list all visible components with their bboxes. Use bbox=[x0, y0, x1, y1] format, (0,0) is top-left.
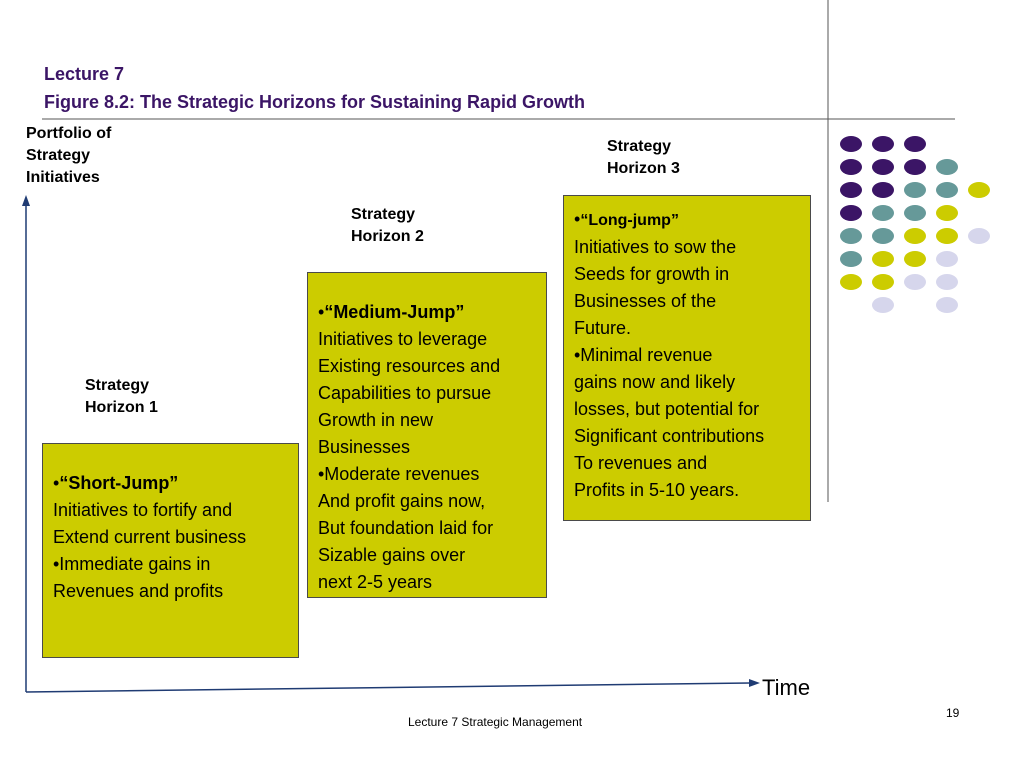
horizon-label-line: Horizon 1 bbox=[85, 399, 158, 416]
decorative-dot bbox=[872, 205, 894, 221]
decorative-dot bbox=[840, 251, 862, 267]
horizon-2-line: Capabilities to pursue bbox=[318, 383, 492, 403]
decorative-dot bbox=[904, 228, 926, 244]
decorative-dot bbox=[904, 274, 926, 290]
horizon-3-line: losses, but potential for bbox=[574, 399, 760, 419]
decorative-dot bbox=[936, 205, 958, 221]
bullet: • bbox=[318, 302, 325, 322]
decorative-dot bbox=[840, 182, 862, 198]
horizon-2-label: Strategy Horizon 2 bbox=[351, 204, 424, 248]
horizon-2-line: Initiatives to leverage bbox=[318, 329, 488, 349]
decorative-dot bbox=[904, 251, 926, 267]
horizon-2-line: Existing resources and bbox=[318, 356, 501, 376]
decorative-dot bbox=[840, 205, 862, 221]
horizon-1-line: Initiatives to fortify and bbox=[53, 500, 233, 520]
horizon-3-line: Initiatives to sow the bbox=[574, 237, 737, 257]
horizon-3-head: •“Long-jump” bbox=[574, 206, 810, 234]
decorative-dot bbox=[840, 274, 862, 290]
horizon-2-box: •“Medium-Jump” Initiatives to leverage E… bbox=[307, 272, 547, 598]
y-axis-arrowhead bbox=[22, 195, 30, 206]
decorative-dot bbox=[904, 205, 926, 221]
horizon-label-line: Horizon 3 bbox=[607, 160, 680, 177]
horizon-1-box: •“Short-Jump” Initiatives to fortify and… bbox=[42, 443, 299, 658]
horizon-2-line: next 2-5 years bbox=[318, 572, 433, 592]
horizon-2-line: Businesses bbox=[318, 437, 411, 457]
decorative-dot bbox=[872, 274, 894, 290]
y-axis-label: Portfolio of Strategy Initiatives bbox=[26, 123, 111, 189]
footer-text: Lecture 7 Strategic Management bbox=[408, 715, 583, 729]
horizon-2-line: Sizable gains over bbox=[318, 545, 466, 565]
decorative-dot bbox=[840, 159, 862, 175]
horizon-3-title: “Long-jump” bbox=[580, 212, 679, 229]
horizon-2-line: And profit gains now, bbox=[318, 491, 486, 511]
y-axis-label-line: Portfolio of bbox=[26, 125, 112, 142]
horizon-3-box: •“Long-jump” Initiatives to sow the Seed… bbox=[563, 195, 811, 521]
horizon-3-line: Businesses of the bbox=[574, 291, 717, 311]
horizon-3-line: Future. bbox=[574, 318, 632, 338]
horizon-2-line: But foundation laid for bbox=[318, 518, 494, 538]
horizon-3-line: Significant contributions bbox=[574, 426, 765, 446]
horizon-1-line: Extend current business bbox=[53, 527, 247, 547]
horizon-3-line: •Minimal revenue bbox=[574, 345, 713, 365]
decorative-dot bbox=[936, 159, 958, 175]
decorative-dot bbox=[872, 251, 894, 267]
horizon-2-title: “Medium-Jump” bbox=[324, 302, 465, 322]
horizon-3-label: Strategy Horizon 3 bbox=[607, 136, 680, 180]
x-axis bbox=[25, 682, 751, 693]
decorative-dot bbox=[904, 136, 926, 152]
decorative-dot bbox=[840, 136, 862, 152]
x-axis-arrowhead bbox=[749, 679, 760, 687]
horizon-3-line: Seeds for growth in bbox=[574, 264, 730, 284]
horizon-1-label: Strategy Horizon 1 bbox=[85, 375, 158, 419]
decorative-dot bbox=[872, 228, 894, 244]
decorative-dot bbox=[968, 228, 990, 244]
decorative-dot bbox=[936, 274, 958, 290]
horizon-2-line: Growth in new bbox=[318, 410, 434, 430]
x-axis-label: Time bbox=[762, 675, 811, 700]
bullet: • bbox=[574, 209, 581, 229]
decorative-dot bbox=[968, 182, 990, 198]
horizon-2-head: •“Medium-Jump” bbox=[318, 299, 546, 326]
horizon-label-line: Strategy bbox=[85, 377, 150, 394]
decorative-dot bbox=[904, 159, 926, 175]
decorative-dot bbox=[936, 297, 958, 313]
decorative-dot bbox=[872, 182, 894, 198]
lecture-label: Lecture 7 bbox=[44, 64, 125, 84]
decorative-dot bbox=[840, 228, 862, 244]
horizon-label-line: Strategy bbox=[607, 138, 672, 155]
decorative-dot bbox=[872, 136, 894, 152]
figure-title: Figure 8.2: The Strategic Horizons for S… bbox=[44, 92, 586, 112]
horizon-3-line: gains now and likely bbox=[574, 372, 736, 392]
decorative-dot bbox=[872, 297, 894, 313]
decorative-dot bbox=[872, 159, 894, 175]
horizon-2-line: •Moderate revenues bbox=[318, 464, 480, 484]
decorative-dot bbox=[936, 228, 958, 244]
horizon-label-line: Strategy bbox=[351, 206, 416, 223]
decorative-dot bbox=[936, 182, 958, 198]
y-axis-label-line: Strategy bbox=[26, 147, 91, 164]
page-number: 19 bbox=[946, 706, 960, 720]
horizon-1-head: •“Short-Jump” bbox=[53, 470, 298, 497]
horizon-3-line: To revenues and bbox=[574, 453, 708, 473]
decorative-dot bbox=[904, 182, 926, 198]
dot-grid bbox=[840, 136, 1000, 316]
bullet: • bbox=[53, 473, 60, 493]
horizon-3-line: Profits in 5-10 years. bbox=[574, 480, 740, 500]
horizon-1-line: •Immediate gains in bbox=[53, 554, 211, 574]
horizon-1-title: “Short-Jump” bbox=[59, 473, 179, 493]
horizon-label-line: Horizon 2 bbox=[351, 228, 424, 245]
horizon-1-line: Revenues and profits bbox=[53, 581, 224, 601]
y-axis-label-line: Initiatives bbox=[26, 169, 100, 186]
decorative-dot bbox=[936, 251, 958, 267]
